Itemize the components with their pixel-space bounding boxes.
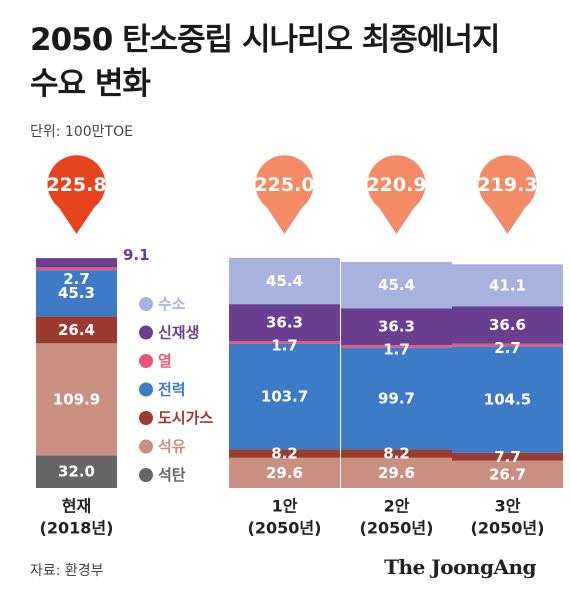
bar-segment-0-5 [36,258,117,268]
data-label-1-5: 36.3 [266,314,303,332]
category-label-2: 2안 [384,497,410,516]
legend-label-1: 신재생 [158,324,199,342]
bar-segment-1-4 [229,341,340,344]
category-sublabel-2: (2050년) [360,519,434,538]
data-label-0-5: 9.1 [123,246,150,264]
data-label-2-5: 36.3 [378,318,415,336]
legend-label-4: 도시가스 [158,409,213,427]
total-marker-0 [47,155,106,234]
data-label-2-3: 99.7 [378,390,415,408]
legend-swatch-3 [139,382,153,397]
total-label-2: 220.9 [366,174,426,196]
bar-segment-2-5 [341,308,452,346]
category-sublabel-0: (2018년) [40,519,114,538]
bar-segment-2-6 [341,261,452,309]
category-sublabel-3: (2050년) [471,519,545,538]
data-label-2-6: 45.4 [378,276,415,294]
unit-label: 단위: 100만TOE [30,124,133,140]
bar-segment-1-6 [229,257,340,305]
legend-swatch-5 [139,439,153,454]
data-label-2-1: 29.6 [378,464,415,482]
chart-title-line-1: 2050 탄소중립 시나리오 최종에너지 [30,22,500,58]
legend-label-2: 열 [158,352,172,370]
legend-label-0: 수소 [158,295,186,313]
legend-swatch-6 [139,468,153,482]
data-label-0-3: 45.3 [58,284,95,302]
bar-segment-0-0 [36,455,117,488]
bar-segment-3-5 [452,306,563,344]
total-marker-3 [478,155,537,234]
bar-segment-0-1 [36,343,117,456]
data-label-0-0: 32.0 [58,463,95,481]
legend-label-6: 석탄 [158,466,186,484]
data-label-1-1: 29.6 [266,464,303,482]
bar-segment-1-1 [229,457,340,488]
legend-swatch-1 [139,325,153,340]
data-label-1-3: 103.7 [261,388,308,406]
data-label-3-3: 104.5 [484,391,531,409]
legend-label-5: 석유 [158,438,186,456]
data-label-3-4: 2.7 [494,339,521,357]
bar-segment-1-5 [229,304,340,342]
category-label-1: 1안 [272,497,298,516]
data-label-1-6: 45.4 [266,272,303,290]
data-label-0-4: 2.7 [63,270,90,288]
legend-label-3: 전력 [158,381,186,399]
bar-segment-2-4 [341,345,452,348]
category-label-0: 현재 [62,497,91,516]
bar-segment-3-2 [452,452,563,461]
bar-segment-1-3 [229,343,340,450]
bar-segment-3-3 [452,346,563,453]
legend-swatch-4 [139,411,153,425]
data-label-3-2: 7.7 [494,448,521,466]
total-label-3: 219.3 [477,174,537,196]
bar-segment-3-4 [452,343,563,347]
data-label-0-1: 109.9 [53,390,100,408]
total-label-1: 225.0 [254,174,314,196]
legend-swatch-0 [139,297,153,311]
bar-segment-0-4 [36,267,117,271]
chart-title-line-2: 수요 변화 [30,66,151,102]
category-label-3: 3안 [495,497,521,516]
bar-segment-1-2 [229,449,340,458]
total-marker-2 [367,155,426,234]
data-label-2-2: 8.2 [383,445,410,463]
chart-title: 2050 탄소중립 시나리오 최종에너지 수요 변화 [30,18,500,106]
source-label: 자료: 환경부 [30,563,104,579]
bar-segment-3-6 [452,264,563,307]
bar-segment-3-1 [452,460,563,488]
total-label-0: 225.8 [46,174,106,196]
bar-segment-2-2 [341,449,452,458]
bar-segment-0-3 [36,270,117,317]
legend-swatch-2 [139,354,153,368]
data-label-3-5: 36.6 [489,316,526,334]
bar-segment-2-3 [341,347,452,450]
data-label-1-4: 1.7 [271,336,298,354]
data-label-2-4: 1.7 [383,341,410,359]
bar-segment-0-2 [36,316,117,344]
data-label-3-6: 41.1 [489,276,526,294]
bar-segment-2-1 [341,457,452,488]
category-sublabel-1: (2050년) [248,519,322,538]
data-label-3-1: 26.7 [489,465,526,483]
total-marker-1 [255,155,314,234]
data-label-0-2: 26.4 [58,321,95,339]
brand-logo: The JoongAng [384,555,536,579]
data-label-1-2: 8.2 [271,445,298,463]
